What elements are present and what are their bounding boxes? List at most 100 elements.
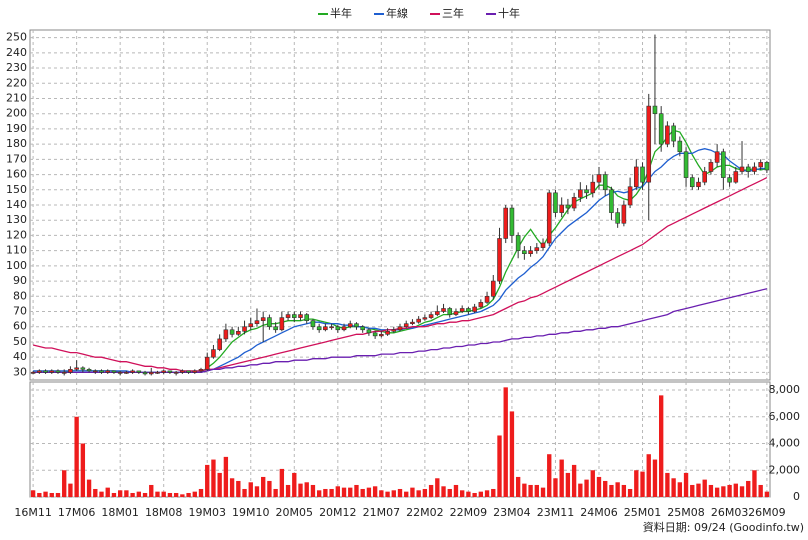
- x-tick-label: 22M09: [450, 506, 488, 519]
- candle-body: [105, 370, 111, 373]
- volume-bar: [397, 488, 403, 497]
- candle-body: [416, 318, 421, 323]
- candle-body: [161, 370, 166, 373]
- x-tick-label: 19M10: [232, 506, 270, 519]
- volume-bar: [211, 459, 216, 497]
- candle-body: [43, 370, 48, 373]
- volume-bar: [640, 471, 645, 497]
- y-tick-label: 210: [6, 91, 27, 104]
- volume-bar: [690, 484, 695, 497]
- candle-body: [385, 331, 390, 335]
- candle-body: [298, 314, 303, 318]
- candle-body: [702, 171, 707, 183]
- volume-bar: [254, 486, 260, 497]
- y-tick-label: 140: [6, 198, 27, 211]
- volume-bar: [634, 470, 639, 497]
- legend-label: 半年: [330, 6, 352, 20]
- volume-bar: [304, 482, 309, 497]
- candle-body: [553, 192, 558, 213]
- volume-bar: [167, 492, 173, 497]
- candle-body: [435, 311, 440, 315]
- volume-bar: [136, 491, 141, 497]
- candle-body: [528, 250, 533, 254]
- candle-body: [130, 370, 135, 373]
- x-tick-label: 25M01: [624, 506, 662, 519]
- candle-body: [428, 314, 434, 318]
- volume-bar: [671, 478, 676, 497]
- y-tick-label: 30: [13, 365, 27, 378]
- volume-bar: [49, 492, 54, 497]
- legend-label: 年線: [386, 6, 408, 20]
- volume-bar: [714, 487, 720, 497]
- y-tick-label: 230: [6, 61, 27, 74]
- volume-bar: [708, 484, 714, 497]
- volume-bar: [180, 494, 185, 497]
- candle-body: [335, 326, 341, 331]
- volume-bar: [335, 486, 340, 497]
- candle-body: [658, 113, 664, 145]
- volume-bar: [217, 472, 222, 497]
- volume-bar: [285, 484, 291, 497]
- candle-body: [310, 320, 316, 328]
- volume-bar: [428, 484, 434, 497]
- candle-body: [180, 370, 185, 373]
- volume-bar: [615, 482, 620, 497]
- candle-body: [441, 308, 446, 312]
- candle-body: [360, 326, 365, 331]
- candle-body: [347, 323, 353, 328]
- candle-body: [391, 329, 397, 332]
- volume-bar: [111, 492, 117, 497]
- volume-bar: [142, 492, 148, 497]
- x-tick-label: 18M08: [145, 506, 183, 519]
- volume-bar: [422, 488, 428, 497]
- candle-body: [745, 166, 751, 172]
- volume-tick-label: 6,000: [769, 410, 801, 423]
- x-tick-label: 23M04: [493, 506, 531, 519]
- volume-bar: [242, 488, 247, 497]
- candle-body: [596, 174, 602, 183]
- volume-bar: [248, 482, 253, 497]
- volume-bar: [186, 492, 191, 497]
- candle-body: [609, 189, 614, 213]
- volume-bar: [348, 487, 353, 497]
- candle-body: [584, 189, 589, 194]
- x-tick-label: 20M05: [276, 506, 314, 519]
- candle-body: [522, 250, 527, 254]
- volume-bar: [43, 491, 48, 497]
- candle-body: [366, 329, 372, 334]
- candle-body: [397, 326, 403, 331]
- volume-bar: [316, 490, 322, 497]
- candle-body: [646, 105, 652, 183]
- volume-bar: [105, 487, 110, 497]
- volume-bar: [416, 490, 421, 497]
- volume-bar: [366, 487, 372, 497]
- candle-body: [186, 370, 191, 373]
- volume-bar: [310, 484, 316, 497]
- y-tick-label: 40: [13, 350, 27, 363]
- volume-bar: [273, 488, 278, 497]
- y-tick-label: 160: [6, 168, 27, 181]
- volume-bar: [236, 480, 241, 497]
- candle-body: [267, 317, 272, 328]
- candle-body: [93, 370, 98, 373]
- candle-body: [422, 317, 428, 320]
- y-tick-label: 250: [6, 31, 27, 44]
- candle-body: [546, 192, 552, 244]
- volume-bar: [478, 491, 484, 497]
- candle-body: [329, 326, 334, 329]
- x-tick-label: 18M01: [101, 506, 139, 519]
- candle-body: [285, 314, 291, 318]
- volume-bar: [764, 491, 770, 497]
- volume-bar: [627, 488, 633, 497]
- candle-body: [354, 323, 359, 328]
- candle-body: [217, 338, 222, 350]
- volume-bar: [37, 492, 42, 497]
- x-tick-label: 25M08: [667, 506, 705, 519]
- volume-bar: [62, 470, 67, 497]
- volume-bar: [379, 490, 384, 497]
- candle-body: [714, 151, 720, 163]
- volume-bar: [515, 476, 521, 497]
- volume-bar: [93, 488, 98, 497]
- candle-body: [173, 372, 179, 374]
- volume-bar: [360, 488, 365, 497]
